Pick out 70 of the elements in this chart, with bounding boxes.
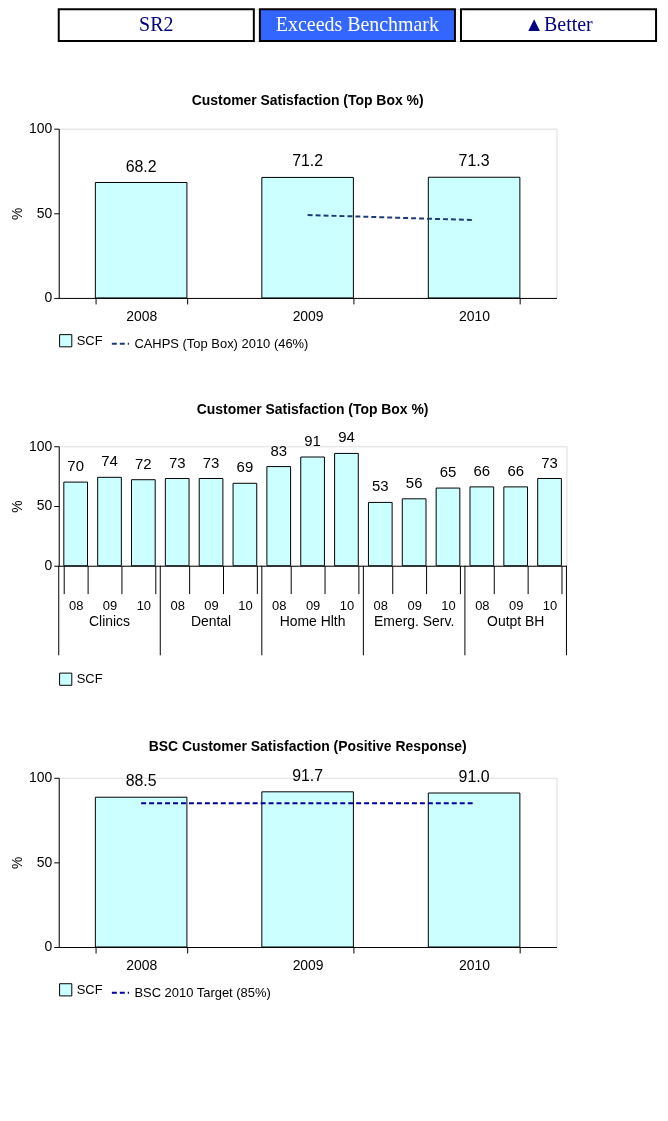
y-axis-title: % [9,856,26,870]
x-tick-label: 2008 [126,957,158,974]
data-label: 73 [541,453,558,471]
y-tick-label: 0 [44,557,53,574]
x-tick-label: 08 [373,598,388,614]
x-tick-label: 10 [441,598,456,614]
x-tick-label: 2010 [459,957,491,974]
y-tick-label: 100 [29,769,53,786]
x-tick-label: 09 [508,598,524,614]
x-tick-label: 09 [407,598,422,614]
data-label: 91.7 [292,766,324,784]
x-tick-label: 08 [475,598,490,614]
data-label: 68.2 [125,157,157,175]
data-label: 53 [371,477,389,495]
data-label: 83 [270,441,288,459]
data-label: 73 [202,453,220,471]
legend-label: SCF [76,332,103,348]
data-label: 94 [338,428,355,446]
x-tick-label: 08 [272,598,287,614]
data-label: 73 [168,453,186,471]
data-label: 72 [135,454,152,472]
text: Outpt BH [487,613,545,630]
data-label: 71.2 [292,152,324,170]
y-axis-title: % [9,500,26,513]
text: Dental [190,613,232,630]
x-tick-label: 08 [170,598,185,614]
y-tick-label: 50 [36,497,53,514]
y-tick-label: 50 [36,853,53,870]
data-label: 88.5 [125,772,157,790]
y-tick-label: 50 [36,204,53,221]
y-tick-label: 100 [29,437,53,454]
text: Clinics [89,613,131,630]
x-tick-label: 2010 [459,308,491,325]
x-tick-label: 2008 [126,308,158,325]
data-label: 74 [101,452,118,470]
text: Exceeds Benchmark [275,13,439,36]
chart-title: Customer Satisfaction (Top Box %) [196,400,429,417]
x-tick-label: 09 [204,598,219,614]
x-tick-label: 10 [238,598,253,614]
x-tick-label: 2009 [292,957,324,974]
chart-title: BSC Customer Satisfaction (Positive Response) [148,738,467,754]
y-tick-label: 0 [44,289,53,306]
legend-label: BSC 2010 Target (85%) [134,984,271,1000]
x-tick-label: 09 [102,598,118,614]
legend-label: CAHPS (Top Box) 2010 (46%) [134,335,309,351]
data-label: 66 [473,461,491,479]
data-label: 69 [236,458,254,476]
chart-title: Customer Satisfaction (Top Box %) [191,91,424,108]
legend-label: SCF [76,671,103,687]
data-label: 70 [67,457,84,475]
data-label: 66 [507,461,524,479]
data-label: 71.3 [458,152,490,170]
text: ▲Better [524,13,594,36]
text: SR2 [139,13,174,36]
x-tick-label: 10 [339,598,355,614]
data-label: 91 [304,432,321,450]
x-tick-label: 08 [68,598,84,614]
legend-label: SCF [76,981,103,997]
text: Home Hlth [279,613,346,630]
data-label: 91.0 [458,768,490,786]
x-tick-label: 10 [136,598,152,614]
data-label: 56 [405,473,423,491]
text: Emerg. Serv. [374,613,455,630]
data-label: 65 [439,463,457,481]
x-tick-label: 2009 [292,308,324,325]
x-tick-label: 10 [542,598,558,614]
x-tick-label: 09 [305,598,321,614]
y-tick-label: 100 [29,120,53,137]
y-tick-label: 0 [44,938,53,955]
y-axis-title: % [9,207,26,220]
